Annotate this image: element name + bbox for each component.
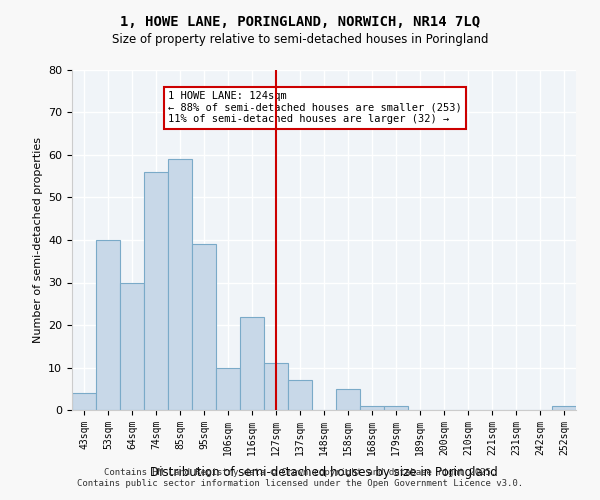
Bar [240,316,264,410]
Text: 1, HOWE LANE, PORINGLAND, NORWICH, NR14 7LQ: 1, HOWE LANE, PORINGLAND, NORWICH, NR14 … [120,15,480,29]
Bar [336,389,360,410]
Bar [552,406,576,410]
Bar [168,159,192,410]
Text: 1 HOWE LANE: 124sqm
← 88% of semi-detached houses are smaller (253)
11% of semi-: 1 HOWE LANE: 124sqm ← 88% of semi-detach… [168,91,462,124]
X-axis label: Distribution of semi-detached houses by size in Poringland: Distribution of semi-detached houses by … [150,466,498,479]
Bar [288,380,312,410]
Text: Contains HM Land Registry data © Crown copyright and database right 2025.
Contai: Contains HM Land Registry data © Crown c… [77,468,523,487]
Bar [120,282,144,410]
Bar [144,172,168,410]
Bar [192,244,216,410]
Bar [384,406,408,410]
Y-axis label: Number of semi-detached properties: Number of semi-detached properties [32,137,43,343]
Bar [72,393,96,410]
Bar [360,406,384,410]
Text: Size of property relative to semi-detached houses in Poringland: Size of property relative to semi-detach… [112,32,488,46]
Bar [96,240,120,410]
Bar [216,368,240,410]
Bar [264,363,288,410]
